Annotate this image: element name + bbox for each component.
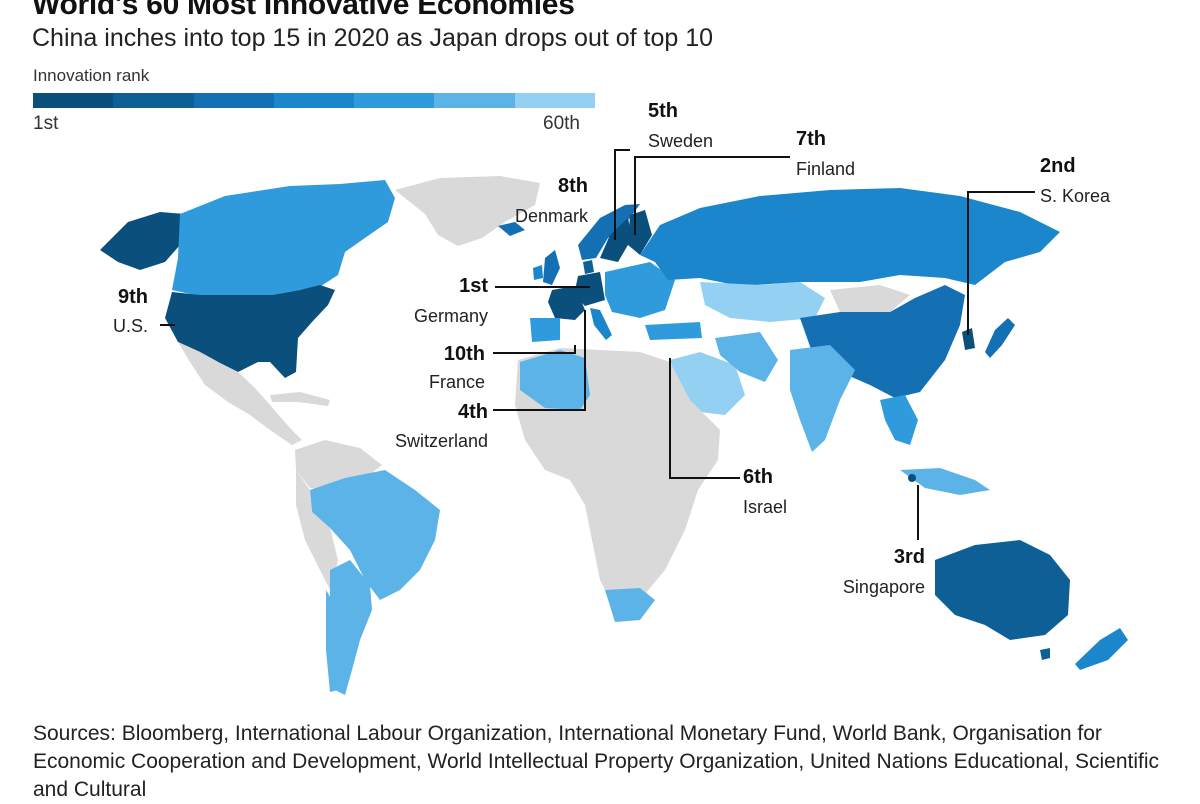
callout-sweden: 5th Sweden	[648, 100, 713, 151]
legend-swatch-5	[354, 93, 435, 108]
singapore-dot	[908, 474, 916, 482]
italy	[590, 308, 612, 340]
leader-lines	[160, 149, 1035, 540]
norway	[578, 204, 640, 260]
greenland	[395, 176, 540, 246]
tasmania	[1040, 648, 1050, 660]
svg-text:Sweden: Sweden	[648, 131, 713, 151]
france	[548, 286, 585, 320]
legend-swatch-6	[434, 93, 515, 108]
legend-color-scale	[33, 93, 595, 108]
legend-title: Innovation rank	[33, 66, 150, 85]
japan	[985, 318, 1015, 358]
india	[790, 345, 855, 452]
peru	[296, 470, 338, 590]
svg-text:Switzerland: Switzerland	[395, 431, 488, 451]
new-zealand	[1075, 628, 1128, 670]
south-africa	[605, 588, 655, 622]
central-asia	[700, 282, 825, 322]
callout-s-korea: 2nd S. Korea	[1040, 155, 1111, 206]
germany	[574, 272, 605, 306]
svg-text:6th: 6th	[743, 466, 773, 488]
callout-singapore: 3rd Singapore	[843, 546, 925, 597]
north-africa	[520, 350, 590, 410]
argentina	[330, 560, 372, 695]
usa	[165, 285, 335, 378]
uk	[543, 250, 560, 285]
legend-swatch-3	[193, 93, 274, 108]
svg-text:1st: 1st	[459, 275, 488, 297]
world-map: 1st Germany 2nd S. Korea 3rd Singapore 4…	[100, 100, 1128, 695]
legend-swatch-1	[33, 93, 114, 108]
denmark	[583, 260, 594, 274]
callout-us: 9th U.S.	[113, 286, 148, 336]
sources-note: Sources: Bloomberg, International Labour…	[33, 722, 1160, 801]
svg-text:U.S.: U.S.	[113, 316, 148, 336]
australia	[935, 540, 1070, 640]
svg-text:2nd: 2nd	[1040, 155, 1076, 177]
legend-swatch-7	[514, 93, 595, 108]
svg-text:7th: 7th	[796, 128, 826, 150]
svg-text:3rd: 3rd	[894, 546, 925, 568]
mexico	[178, 342, 302, 445]
alaska	[100, 212, 185, 270]
svg-text:4th: 4th	[458, 401, 488, 423]
legend-swatch-2	[113, 93, 194, 108]
callout-france: 10th France	[429, 343, 485, 392]
svg-text:Finland: Finland	[796, 159, 855, 179]
svg-text:10th: 10th	[444, 343, 485, 365]
svg-text:S. Korea: S. Korea	[1040, 186, 1111, 206]
callout-germany: 1st Germany	[414, 275, 488, 326]
legend-swatch-4	[273, 93, 355, 108]
legend-min-label: 1st	[33, 113, 59, 134]
callout-denmark: 8th Denmark	[515, 175, 589, 226]
svg-text:Denmark: Denmark	[515, 206, 589, 226]
svg-text:5th: 5th	[648, 100, 678, 122]
iceland	[498, 222, 525, 236]
turkey	[645, 322, 702, 340]
svg-text:9th: 9th	[118, 286, 148, 308]
svg-text:8th: 8th	[558, 175, 588, 197]
svg-text:France: France	[429, 372, 485, 392]
chart-subtitle: China inches into top 15 in 2020 as Japa…	[32, 24, 714, 52]
indonesia	[900, 468, 990, 495]
ireland	[533, 265, 543, 280]
callout-finland: 7th Finland	[796, 128, 855, 179]
mongolia	[830, 285, 910, 312]
chile	[326, 590, 338, 692]
southeast-asia	[880, 395, 918, 445]
svg-text:Singapore: Singapore	[843, 577, 925, 597]
legend-max-label: 60th	[543, 113, 580, 134]
svg-text:Germany: Germany	[414, 306, 488, 326]
south-korea	[962, 328, 975, 350]
svg-text:Israel: Israel	[743, 497, 787, 517]
canada	[172, 180, 395, 295]
russia	[640, 188, 1060, 286]
spain	[530, 318, 560, 342]
africa	[515, 348, 720, 610]
caribbean	[270, 392, 330, 406]
callout-israel: 6th Israel	[743, 466, 787, 517]
callout-switzerland: 4th Switzerland	[395, 401, 488, 451]
iran	[715, 332, 778, 382]
chart-title: World's 60 Most Innovative Economies	[32, 0, 575, 21]
eastern-europe	[605, 262, 675, 318]
brazil	[310, 470, 440, 600]
